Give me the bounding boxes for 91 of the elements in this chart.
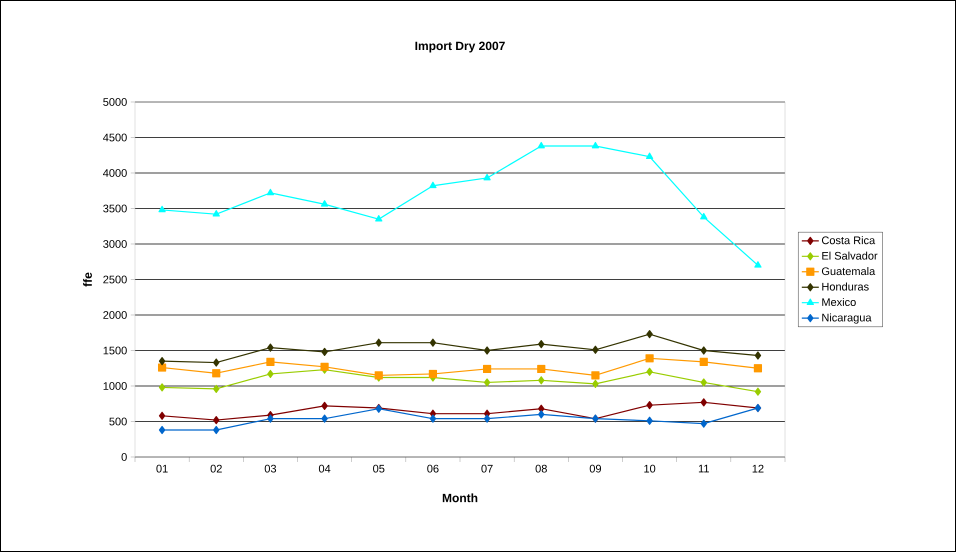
x-tick-label: 03 <box>264 464 276 473</box>
point <box>646 416 653 425</box>
legend-label: Costa Rica <box>822 236 876 244</box>
legend-label: Mexico <box>822 298 856 306</box>
point <box>213 426 220 434</box>
y-tick-label: 1500 <box>104 346 127 354</box>
x-tick-label: 02 <box>210 464 222 473</box>
point <box>645 354 654 362</box>
y-tick-label: 2000 <box>103 311 127 319</box>
point <box>158 426 166 434</box>
y-tick-label: 2500 <box>103 276 127 284</box>
point <box>484 414 490 423</box>
point <box>646 401 653 410</box>
chart-title: Import Dry 2007 <box>415 42 505 52</box>
point <box>158 383 166 392</box>
point <box>158 363 166 372</box>
point <box>592 142 600 148</box>
point <box>212 369 220 378</box>
y-tick-label: 4500 <box>103 134 127 142</box>
point <box>320 362 329 371</box>
point <box>592 380 599 388</box>
point <box>428 370 438 378</box>
point <box>374 371 383 380</box>
point <box>321 402 328 410</box>
x-axis-title: Month <box>442 493 478 502</box>
y-tick-label: 500 <box>109 418 127 426</box>
point <box>266 188 274 196</box>
legend-label: Guatemala <box>822 267 876 276</box>
point <box>646 368 653 376</box>
x-tick-label: 08 <box>536 464 547 473</box>
point <box>700 420 707 428</box>
x-tick-label: 07 <box>481 464 493 473</box>
x-tick-label: 12 <box>752 464 764 472</box>
point <box>321 414 328 423</box>
point <box>754 364 762 372</box>
point <box>484 346 490 355</box>
point <box>158 357 166 366</box>
point <box>592 346 599 354</box>
point <box>267 344 274 352</box>
x-tick-label: 05 <box>373 464 384 473</box>
point <box>158 412 166 420</box>
point <box>213 416 220 424</box>
point <box>700 378 707 387</box>
point <box>321 348 328 356</box>
point <box>212 210 220 217</box>
legend-label: Honduras <box>822 282 869 291</box>
point <box>538 142 545 148</box>
x-tick-label: 10 <box>644 464 656 473</box>
point <box>484 378 490 387</box>
y-tick-label: 3500 <box>103 204 127 212</box>
point <box>700 346 707 355</box>
x-tick-label: 09 <box>590 464 602 473</box>
point <box>267 370 274 378</box>
point <box>754 388 762 396</box>
point <box>754 351 762 360</box>
point <box>646 152 654 160</box>
point <box>538 410 544 418</box>
x-tick-label: 01 <box>156 464 168 473</box>
y-tick-label: 4000 <box>103 169 127 177</box>
legend-label: El Salvador <box>822 252 878 260</box>
point <box>646 330 653 338</box>
point <box>429 182 437 188</box>
point <box>538 340 544 348</box>
legend-label: Nicaragua <box>822 313 872 324</box>
point <box>320 200 328 207</box>
point <box>754 261 762 268</box>
point <box>213 384 220 393</box>
y-tick-label: 0 <box>122 453 127 461</box>
point <box>591 371 600 380</box>
y-tick-label: 3000 <box>103 240 127 248</box>
point <box>213 358 220 367</box>
point <box>700 358 708 366</box>
point <box>483 174 491 180</box>
point <box>266 358 275 366</box>
point <box>537 364 546 374</box>
y-tick-label: 1000 <box>104 382 127 390</box>
point <box>482 364 492 374</box>
point <box>158 206 166 212</box>
point <box>375 215 382 222</box>
point <box>267 414 274 423</box>
point <box>430 414 436 423</box>
x-tick-label: 04 <box>318 464 330 473</box>
point <box>700 398 707 406</box>
x-tick-label: 11 <box>698 464 709 472</box>
point <box>538 376 544 384</box>
point <box>376 338 382 347</box>
y-tick-label: 5000 <box>103 98 127 106</box>
point <box>430 338 436 347</box>
y-axis-title: ffe <box>83 272 92 287</box>
point <box>700 212 708 220</box>
x-tick-label: 06 <box>427 464 439 473</box>
